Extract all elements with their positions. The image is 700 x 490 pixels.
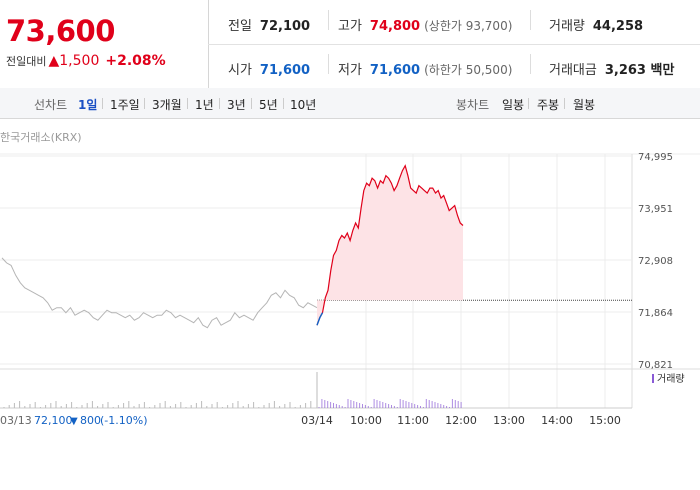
down-arrow-icon: ▼ xyxy=(70,416,78,427)
current-price: 73,600 xyxy=(6,14,115,48)
tab-5y[interactable]: 5년 xyxy=(259,98,278,112)
y-tick-label: 71,864 xyxy=(638,308,673,319)
today-area xyxy=(317,165,463,326)
open-label: 시가 xyxy=(228,63,252,78)
prev-close: 72,100 xyxy=(34,414,73,427)
prev-close-label: 전일 xyxy=(228,19,252,34)
high-value: 74,800 xyxy=(369,19,421,34)
lower-limit: (하한가 50,500) xyxy=(424,63,513,77)
x-tick-label: 10:00 xyxy=(350,414,382,427)
open-price: 시가 71,600 xyxy=(228,59,310,78)
x-tick-label: 12:00 xyxy=(445,414,477,427)
y-tick-label: 74,995 xyxy=(638,152,673,163)
low-label: 저가 xyxy=(338,63,362,78)
up-arrow-icon: ▲ xyxy=(48,53,60,69)
x-tick-label: 14:00 xyxy=(541,414,573,427)
day-high: 고가 74,800 (상한가 93,700) xyxy=(338,15,512,34)
change-percent: +2.08% xyxy=(105,53,166,69)
y-tick-label: 73,951 xyxy=(638,204,673,215)
tab-daily[interactable]: 일봉 xyxy=(502,98,525,112)
x-tick-label: 11:00 xyxy=(397,414,429,427)
prev-change: 800 xyxy=(80,414,101,427)
tab-monthly[interactable]: 월봉 xyxy=(573,98,596,112)
tab-10y[interactable]: 10년 xyxy=(290,98,317,112)
volume-value: 44,258 xyxy=(592,19,644,34)
plot-area xyxy=(1,164,632,329)
tab-weekly[interactable]: 주봉 xyxy=(537,98,560,112)
change-row: 전일대비 ▲1,500 +2.08% xyxy=(6,53,166,69)
volume: 거래량 44,258 xyxy=(549,15,643,34)
prev-day-line xyxy=(1,257,318,329)
upper-limit: (상한가 93,700) xyxy=(424,19,513,33)
tab-3y[interactable]: 3년 xyxy=(227,98,246,112)
prev-close: 전일 72,100 xyxy=(228,15,310,34)
open-value: 71,600 xyxy=(259,63,311,78)
prev-date: 03/13 xyxy=(0,414,32,427)
prev-change-pct: (-1.10%) xyxy=(100,414,148,427)
prev-close-value: 72,100 xyxy=(259,19,311,34)
volume-legend: 거래량 xyxy=(657,373,685,385)
volume-label: 거래량 xyxy=(549,19,585,34)
today-line xyxy=(316,164,464,326)
trade-amount: 거래대금 3,263 백만 xyxy=(549,59,674,78)
high-label: 고가 xyxy=(338,19,362,34)
low-value: 71,600 xyxy=(369,63,421,78)
volume-area: 거래량 xyxy=(0,368,700,409)
y-tick-label: 72,908 xyxy=(638,256,673,267)
day-low: 저가 71,600 (하한가 50,500) xyxy=(338,59,512,78)
x-tick-label: 15:00 xyxy=(589,414,621,427)
tab-1d[interactable]: 1일 xyxy=(78,98,98,112)
today-open-segment xyxy=(316,312,324,326)
price-chart: 한국거래소(KRX) 거래량 74,99573,95172,90871,8647… xyxy=(0,131,700,427)
change-label: 전일대비 xyxy=(6,55,47,68)
x-tick-label: 03/14 xyxy=(301,414,333,427)
quote-header: 73,600 전일대비 ▲1,500 +2.08% 전일 72,100 고가 74,80… xyxy=(0,0,700,89)
amount-value: 3,263 백만 xyxy=(604,63,675,78)
tab-1w[interactable]: 1주일 xyxy=(110,98,140,112)
chart-axes: 74,995 73,951 72,908 71,864 70,821 03/14 10:00… xyxy=(0,152,673,427)
change-value: 1,500 xyxy=(59,53,100,69)
line-chart-label: 선차트 xyxy=(34,98,68,112)
price-box: 73,600 전일대비 ▲1,500 +2.08% xyxy=(0,0,209,88)
period-toolbar: 선차트 1일 1주일 3개월 1년 3년 5년 10년 봉차트 일봉 주봉 월봉 xyxy=(0,88,700,119)
amount-label: 거래대금 xyxy=(549,63,597,78)
volume-legend-swatch xyxy=(652,374,654,383)
x-tick-label: 13:00 xyxy=(493,414,525,427)
y-tick-label: 70,821 xyxy=(638,360,673,371)
source-label: 한국거래소(KRX) xyxy=(0,131,82,144)
tab-3m[interactable]: 3개월 xyxy=(152,98,182,112)
candle-chart-label: 봉차트 xyxy=(456,98,490,112)
tab-1y[interactable]: 1년 xyxy=(195,98,214,112)
